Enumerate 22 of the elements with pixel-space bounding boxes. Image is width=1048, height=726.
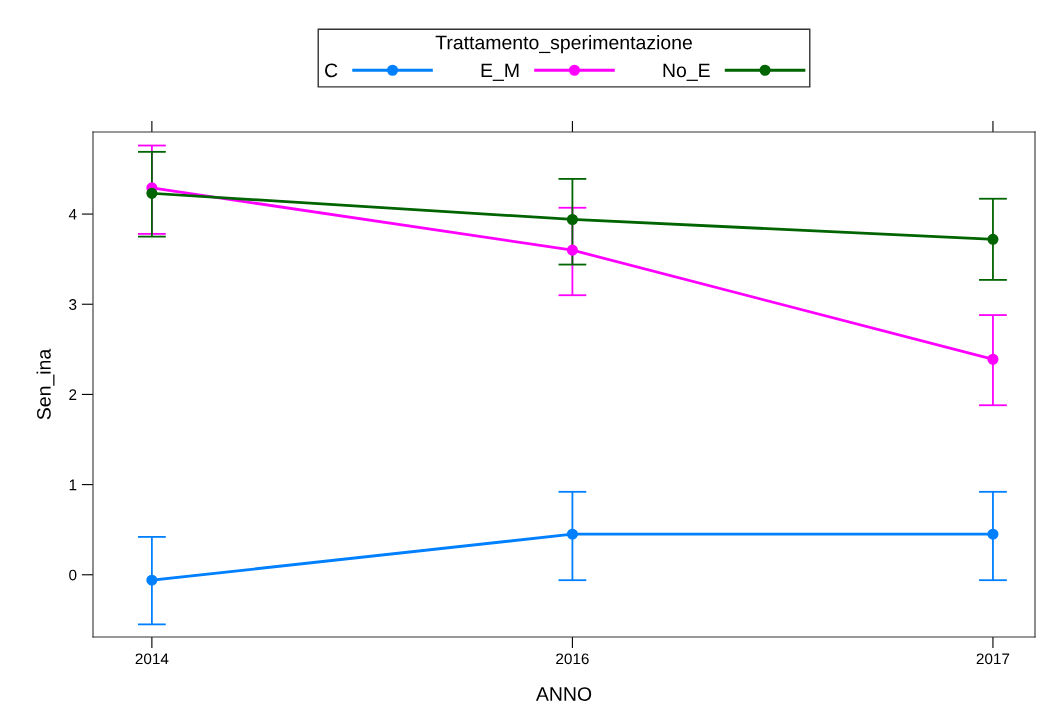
- point: [146, 187, 158, 199]
- point: [987, 233, 999, 245]
- point: [566, 244, 578, 256]
- legend-label: E_M: [481, 63, 519, 81]
- y-tick-label: 2: [69, 389, 77, 400]
- y-tick-label: 0: [69, 569, 77, 581]
- x-tick-label: 2016: [556, 653, 589, 665]
- y-tick-label: 1: [69, 479, 77, 491]
- legend-label: No_E: [663, 63, 710, 81]
- legend-label: C: [325, 63, 338, 78]
- x-axis-title: ANNO: [535, 687, 592, 701]
- y-tick-label: 4: [68, 209, 77, 220]
- point: [987, 353, 999, 365]
- point: [146, 574, 158, 586]
- point: [566, 213, 578, 226]
- point: [566, 528, 578, 540]
- point: [987, 528, 999, 540]
- y-axis-title: Sen_ina: [36, 348, 55, 420]
- legend-title: Trattamento_sperimentazione: [435, 35, 692, 54]
- x-tick-label: 2017: [976, 653, 1010, 665]
- y-tick-label: 3: [69, 299, 77, 310]
- x-tick-label: 2014: [135, 653, 169, 665]
